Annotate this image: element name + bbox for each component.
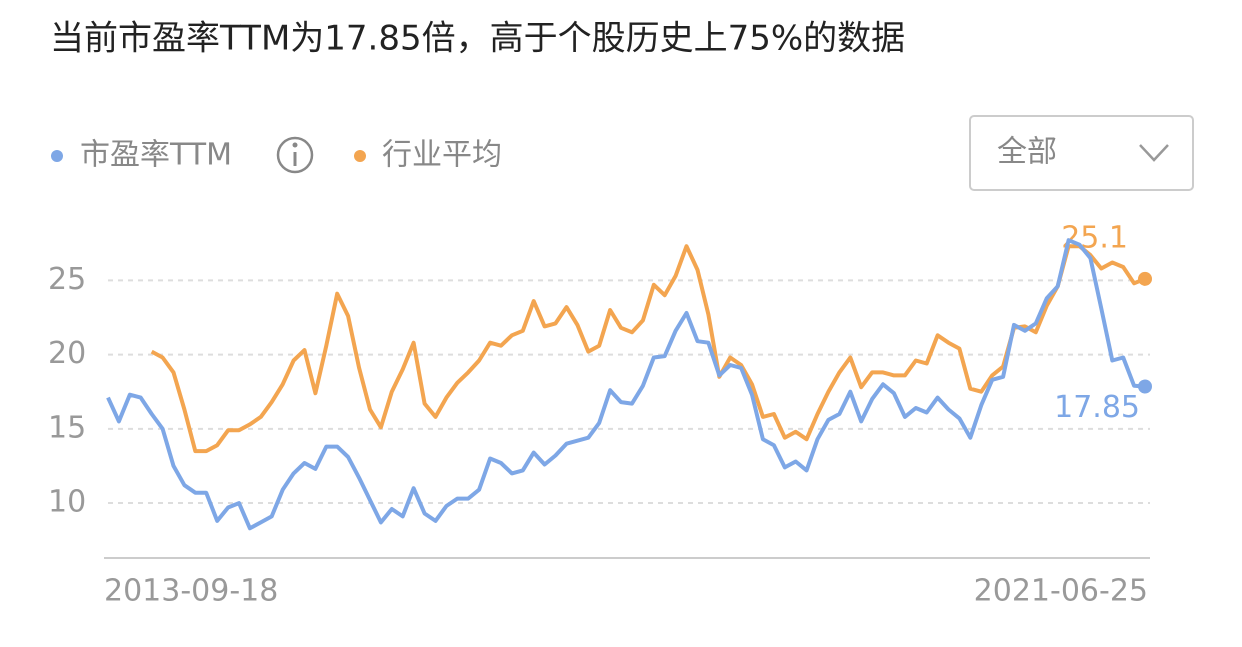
- end-point: [1138, 271, 1152, 286]
- value-label: 17.85: [1054, 390, 1140, 425]
- info-circle: [276, 136, 314, 174]
- dropdown-box[interactable]: [969, 115, 1194, 191]
- y-tick-label: 15: [48, 410, 86, 445]
- chart-title: 当前市盈率TTM为17.85倍，高于个股历史上75%的数据: [50, 19, 905, 59]
- end-point: [1138, 379, 1152, 394]
- series-line: [106, 238, 1146, 531]
- dropdown-chevron: [1139, 144, 1169, 162]
- range-dropdown[interactable]: 全部: [969, 115, 1194, 191]
- y-tick-label: 10: [48, 485, 86, 520]
- y-tick-label: 20: [48, 336, 86, 371]
- info-dot: [292, 142, 298, 148]
- dropdown-label: 全部: [997, 135, 1057, 170]
- value-label: 25.1: [1061, 220, 1128, 255]
- legend-dot: [51, 150, 63, 162]
- y-tick-label: 25: [48, 262, 86, 297]
- legend-label[interactable]: 市盈率TTM: [80, 138, 232, 173]
- x-tick-label: 2021-06-25: [974, 574, 1148, 609]
- legend-label[interactable]: 行业平均: [382, 138, 502, 173]
- legend-dot: [354, 150, 366, 162]
- x-tick-label: 2013-09-18: [104, 574, 278, 609]
- info-icon[interactable]: [276, 136, 314, 174]
- series-line: [150, 244, 1146, 454]
